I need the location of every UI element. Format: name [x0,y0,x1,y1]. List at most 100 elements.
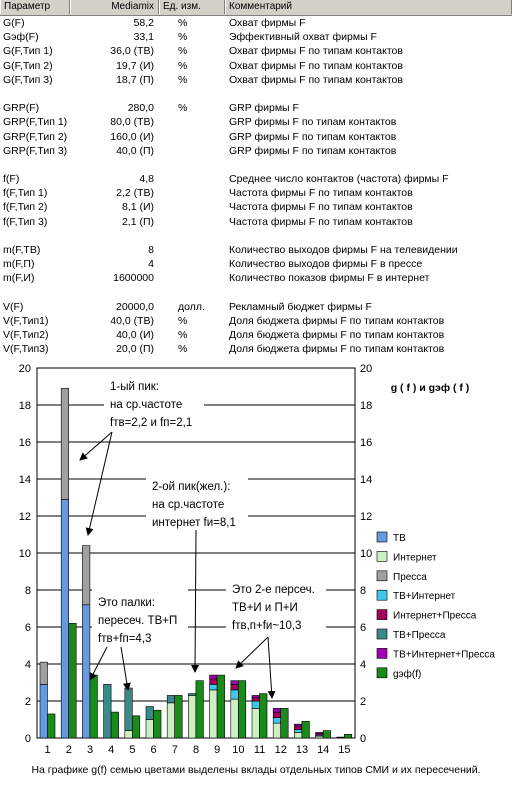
bar-segment [188,695,197,739]
table-row[interactable]: V(F,Тип2) 40,0 (И)% Доля бюджета фирмы F п… [0,328,512,342]
cell-param: V(F,Тип3) [3,343,49,356]
cell-comment: Эффективный охват фирмы F [229,31,377,44]
legend-swatch [376,609,388,620]
header-mediamix[interactable]: Mediamix [70,0,159,14]
x-tick-label: 3 [87,744,93,756]
bar-segment [188,693,197,696]
table-row[interactable]: f(F) 4,8 Среднее число контактов (частота)… [0,172,512,186]
y-tick-label-left: 2 [25,696,31,708]
ann-peak2-box [146,472,248,530]
table-row[interactable] [0,286,512,300]
table-row[interactable]: V(F,Тип3) 20,0 (П)% Доля бюджета фирмы F п… [0,342,512,356]
bar-segment [230,698,239,739]
table-row[interactable]: m(F,ТВ) 8 Количество выходов фирмы F на те… [0,243,512,257]
bar-effective [216,674,225,739]
table-row[interactable]: G(F) 58,2% Охват фирмы F [0,16,512,30]
bar-segment [145,706,154,720]
x-tick-label: 4 [108,744,114,756]
table-row[interactable]: G(F,Тип 2) 19,7 (И)% Охват фирмы F по типа… [0,59,512,73]
bar-segment [230,680,239,685]
ann-peak2-line: 2-ой пик(жел.): [152,481,230,493]
ann-sticks-line: Это палки: [98,597,155,609]
bar-effective [174,695,183,739]
cell-unit: % [178,343,188,356]
bar-segment [272,711,282,718]
cell-value: 8 [148,244,154,256]
bar-segment [251,708,260,739]
cell-value: 1600000 [113,272,154,285]
bar-segment [336,736,345,738]
header-comment[interactable]: Комментарий [225,0,512,14]
legend-label: ТВ+Интернет+Пресса [393,649,495,660]
x-tick-label: 14 [317,744,329,756]
bar-segment [166,702,175,739]
table-row[interactable]: f(F,Тип 1) 2,2 (ТВ) Частота фирмы F по тип… [0,186,512,200]
y-tick-label-left: 6 [25,622,31,634]
cell-value: 40,0 (И) [116,329,154,342]
cell-param: GRP(F,Тип 2) [3,130,68,143]
x-tick-label: 9 [214,744,220,756]
ann-cross2-line: fтв,п+fи~10,3 [232,620,301,632]
cell-param: m(F,И) [3,272,35,285]
legend-label: gэф(f) [393,668,421,680]
table-row[interactable]: GRP(F) 280,0% GRP фирмы F [0,101,512,115]
table-row[interactable] [0,158,512,172]
bar-segment [315,732,324,734]
table-row[interactable]: V(F) 20000,0 долл. Рекламный бюджет фирмы F [0,300,512,314]
cell-comment: Количество выходов фирмы F на телевидени… [229,244,458,256]
legend-label: ТВ+Интернет [393,591,456,602]
cell-param: GRP(F,Тип 1) [3,116,68,129]
cell-comment: GRP фирмы F по типам контактов [229,116,397,129]
table-row[interactable]: G(F,Тип 3) 18,7 (П)% Охват фирмы F по типа… [0,73,512,87]
table-row[interactable]: G(F,Тип 1) 36,0 (ТВ)% Охват фирмы F по тип… [0,44,512,58]
cell-param: V(F) [3,300,24,313]
y-tick-label-left: 16 [19,437,31,449]
bar-effective [153,709,162,739]
y-tick-label-right: 18 [360,400,372,412]
ann-peak1-line: fтв=2,2 и fп=2,1 [110,417,192,429]
y-tick-label-right: 8 [360,585,366,597]
bar-segment [272,717,282,724]
cell-param: GRP(F) [3,102,40,115]
cell-param: m(F,П) [3,258,35,271]
header-unit[interactable]: Ед. изм. [159,0,225,14]
table-row[interactable]: f(F,Тип 3) 2,1 (П) Частота фирмы F по типа… [0,215,512,229]
y-tick-label-left: 14 [19,474,31,486]
table-row[interactable]: GRP(F,Тип 1) 80,0 (ТВ) GRP фирмы F по типа… [0,115,512,129]
bar-effective [301,721,310,739]
bar-segment [124,687,133,731]
bar-effective [132,715,141,739]
cell-unit: % [178,102,188,115]
table-header: Параметр Mediamix Ед. изм. Комментарий [0,0,512,16]
bar-effective [68,622,77,739]
legend-swatch [376,551,388,562]
table-row[interactable]: m(F,П) 4 Количество выходов фирмы F в прес… [0,257,512,271]
bar-segment [39,661,48,685]
legend-swatch [376,570,388,582]
ann-cross2-box [226,575,326,637]
legend-label: ТВ+Пресса [393,630,446,641]
table-row[interactable]: Gэф(F) 33,1% Эффективный охват фирмы F [0,30,512,44]
table-row[interactable] [0,87,512,101]
cell-comment: Среднее число контактов (частота) фирмы … [229,173,449,186]
bar-segment [251,695,260,698]
cell-unit: % [178,329,188,342]
table-row[interactable]: m(F,И) 1600000 Количество показов фирмы F … [0,271,512,285]
x-tick-label: 15 [338,744,350,756]
table-row[interactable]: GRP(F,Тип 3) 40,0 (П) GRP фирмы F по типам… [0,144,512,158]
table-row[interactable]: V(F,Тип1) 40,0 (ТВ)% Доля бюджета фирмы F … [0,314,512,328]
table-row[interactable]: GRP(F,Тип 2) 160,0 (И) GRP фирмы F по типа… [0,130,512,144]
cell-value: 2,1 (П) [121,215,154,228]
y-tick-label-right: 16 [360,437,372,449]
bar-segment [103,684,112,739]
cell-param: V(F,Тип2) [3,329,49,342]
cell-value: 18,7 (П) [116,73,154,86]
cell-value: 2,2 (ТВ) [116,187,154,200]
legend-label: Интернет+Пресса [393,611,477,622]
bar-segment [209,684,218,691]
table-row[interactable]: f(F,Тип 2) 8,1 (И) Частота фирмы F по типа… [0,200,512,214]
cell-comment: Доля бюджета фирмы F по типам контактов [229,329,445,342]
cell-comment: GRP фирмы F [229,102,299,115]
header-param[interactable]: Параметр [0,0,70,14]
table-row[interactable] [0,229,512,243]
